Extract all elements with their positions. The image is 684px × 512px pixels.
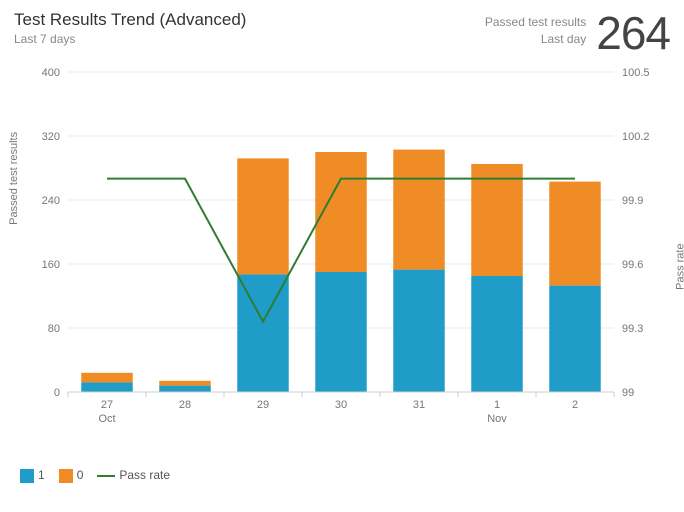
x-tick-label: 31 bbox=[413, 399, 425, 411]
bar-top bbox=[549, 182, 600, 286]
bar-top bbox=[471, 164, 522, 276]
left-axis-label: Passed test results bbox=[8, 132, 20, 225]
x-tick-label: 30 bbox=[335, 399, 347, 411]
bar-top bbox=[81, 373, 132, 383]
kpi-label-2: Last day bbox=[485, 31, 586, 48]
right-tick-label: 100.2 bbox=[622, 131, 650, 143]
right-tick-label: 99.6 bbox=[622, 259, 643, 271]
left-tick-label: 400 bbox=[42, 67, 60, 79]
x-tick-label: 29 bbox=[257, 399, 269, 411]
kpi-label-1: Passed test results bbox=[485, 14, 586, 31]
chart-area: Passed test results Pass rate 0801602403… bbox=[14, 62, 670, 462]
bar-bottom bbox=[393, 270, 444, 392]
right-tick-label: 99.3 bbox=[622, 323, 643, 335]
title-block: Test Results Trend (Advanced) Last 7 day… bbox=[14, 10, 246, 46]
bar-top bbox=[237, 158, 288, 274]
bar-bottom bbox=[471, 276, 522, 392]
x-tick-label: 28 bbox=[179, 399, 191, 411]
right-tick-label: 99.9 bbox=[622, 195, 643, 207]
bar-bottom bbox=[549, 286, 600, 392]
legend-item: 0 bbox=[59, 468, 84, 483]
legend-label: 0 bbox=[77, 468, 84, 482]
legend-line bbox=[97, 475, 115, 477]
bar-top bbox=[159, 381, 210, 386]
right-axis-label: Pass rate bbox=[674, 243, 684, 289]
bar-bottom bbox=[237, 274, 288, 392]
widget-subtitle: Last 7 days bbox=[14, 32, 246, 46]
bar-bottom bbox=[81, 382, 132, 392]
kpi-value: 264 bbox=[596, 10, 670, 56]
legend-item: Pass rate bbox=[97, 468, 170, 482]
left-tick-label: 0 bbox=[54, 387, 60, 399]
left-tick-label: 80 bbox=[48, 323, 60, 335]
legend-label: Pass rate bbox=[119, 468, 170, 482]
bar-top bbox=[393, 150, 444, 270]
x-tick-label: 1 bbox=[494, 399, 500, 411]
right-tick-label: 99 bbox=[622, 387, 634, 399]
legend-swatch bbox=[59, 469, 73, 483]
x-month-label: Oct bbox=[98, 413, 115, 425]
bar-bottom bbox=[315, 272, 366, 392]
widget-card: Test Results Trend (Advanced) Last 7 day… bbox=[0, 0, 684, 512]
legend: 1 0 Pass rate bbox=[14, 468, 670, 483]
left-tick-label: 160 bbox=[42, 259, 60, 271]
x-month-label: Nov bbox=[487, 413, 507, 425]
kpi-block: Passed test results Last day 264 bbox=[485, 10, 670, 56]
header: Test Results Trend (Advanced) Last 7 day… bbox=[14, 10, 670, 56]
right-tick-label: 100.5 bbox=[622, 67, 650, 79]
left-tick-label: 240 bbox=[42, 195, 60, 207]
legend-swatch bbox=[20, 469, 34, 483]
bar-bottom bbox=[159, 386, 210, 392]
x-tick-label: 27 bbox=[101, 399, 113, 411]
legend-item: 1 bbox=[20, 468, 45, 483]
x-tick-label: 2 bbox=[572, 399, 578, 411]
widget-title: Test Results Trend (Advanced) bbox=[14, 10, 246, 30]
left-tick-label: 320 bbox=[42, 131, 60, 143]
chart-svg: 0 80 160 240 320 400 99 99.3 99.6 99.9 100.2 100.5 2… bbox=[14, 62, 668, 462]
legend-label: 1 bbox=[38, 468, 45, 482]
kpi-labels: Passed test results Last day bbox=[485, 14, 586, 48]
